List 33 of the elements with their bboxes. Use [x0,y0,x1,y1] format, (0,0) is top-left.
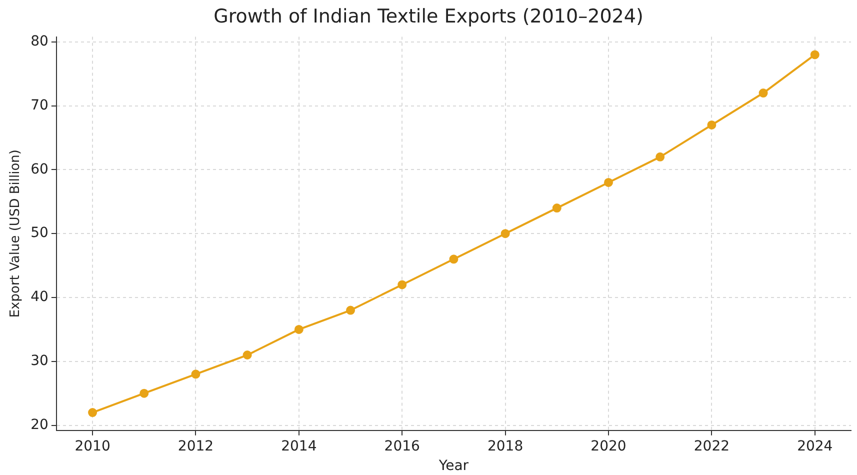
y-tick-label: 40 [30,289,48,306]
point [346,306,356,315]
point [140,388,149,398]
point [707,120,716,130]
point [810,50,820,60]
x-tick-label: 2024 [797,438,833,454]
y-tick-label: 70 [30,97,48,114]
x-tick-label: 2014 [281,438,317,454]
y-tick-label: 80 [30,34,48,50]
y-tick-label: 60 [30,161,48,178]
x-axis-title: Year [438,458,469,474]
point [88,408,98,418]
point [294,324,304,334]
chart-title: Growth of Indian Textile Exports (2010–2024) [214,5,644,28]
x-tick-label: 2020 [590,438,626,454]
x-tick-label: 2012 [178,438,214,454]
y-tick-label: 30 [30,353,48,370]
point [191,370,200,379]
y-axis-title: Export Value (USD Billion) [8,150,24,318]
point [604,178,613,187]
x-tick-label: 2018 [487,438,524,454]
point [500,229,510,238]
point [398,280,407,290]
y-tick-label: 50 [30,225,48,242]
point [758,88,768,98]
point [242,350,252,360]
x-tick-label: 2022 [694,438,730,454]
x-tick-label: 2016 [384,438,420,454]
point [449,254,458,264]
point [552,204,562,213]
y-tick-label: 20 [30,416,48,433]
point [656,152,665,162]
x-tick-label: 2010 [74,438,110,454]
